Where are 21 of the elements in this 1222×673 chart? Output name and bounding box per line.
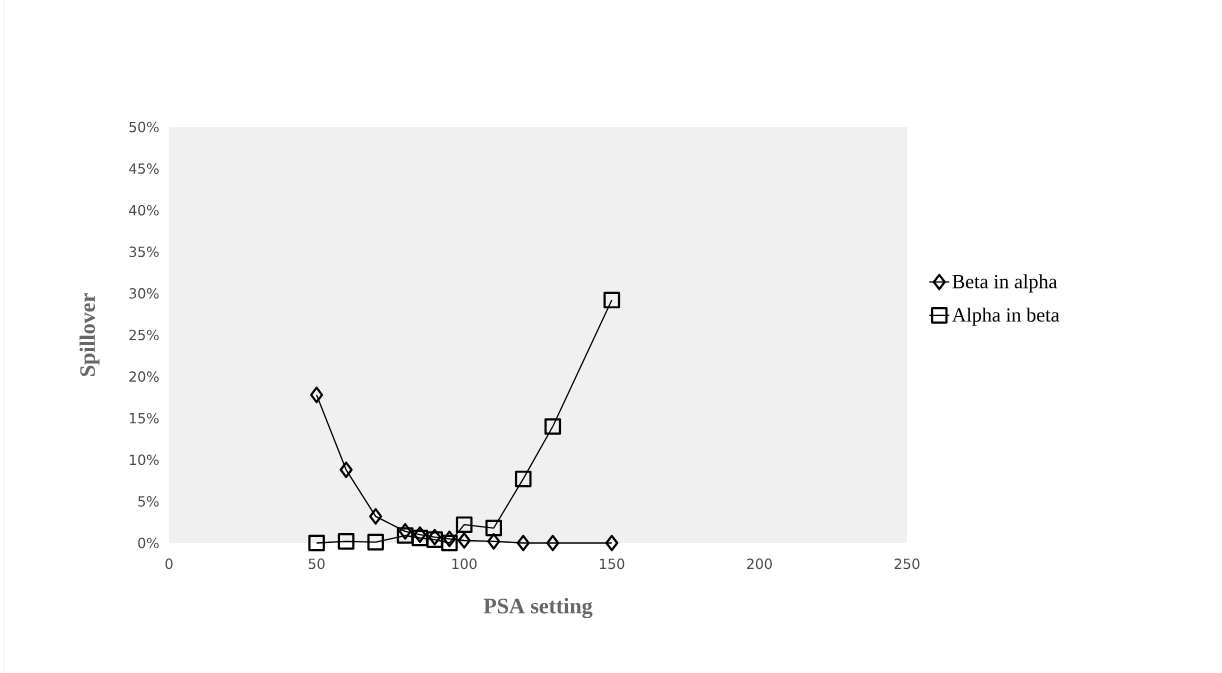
y-tick-label: 20% — [129, 371, 159, 382]
y-tick-label: 0% — [138, 537, 159, 549]
y-tick-label: 50% — [129, 121, 159, 133]
y-tick-label: 5% — [138, 496, 159, 507]
y-tick-label: 45% — [129, 163, 159, 174]
x-tick-label: 150 — [599, 558, 625, 570]
x-tick-label: 200 — [747, 558, 772, 570]
x-tick-label: 250 — [894, 558, 920, 570]
x-tick-label: 0 — [165, 558, 173, 570]
y-axis-title: Spillover — [79, 293, 100, 376]
legend-label: Alpha in beta — [952, 307, 1060, 326]
x-tick-label: 100 — [452, 558, 477, 570]
x-tick-label: 50 — [308, 558, 325, 570]
y-tick-label: 35% — [129, 246, 159, 258]
y-tick-label: 40% — [129, 204, 159, 216]
legend-label: Beta in alpha — [952, 274, 1058, 293]
y-tick-label: 10% — [129, 454, 159, 466]
x-axis-title: PSA setting — [483, 597, 593, 619]
y-tick-label: 25% — [129, 329, 159, 341]
y-tick-label: 15% — [129, 412, 159, 424]
y-tick-label: 30% — [129, 288, 159, 299]
